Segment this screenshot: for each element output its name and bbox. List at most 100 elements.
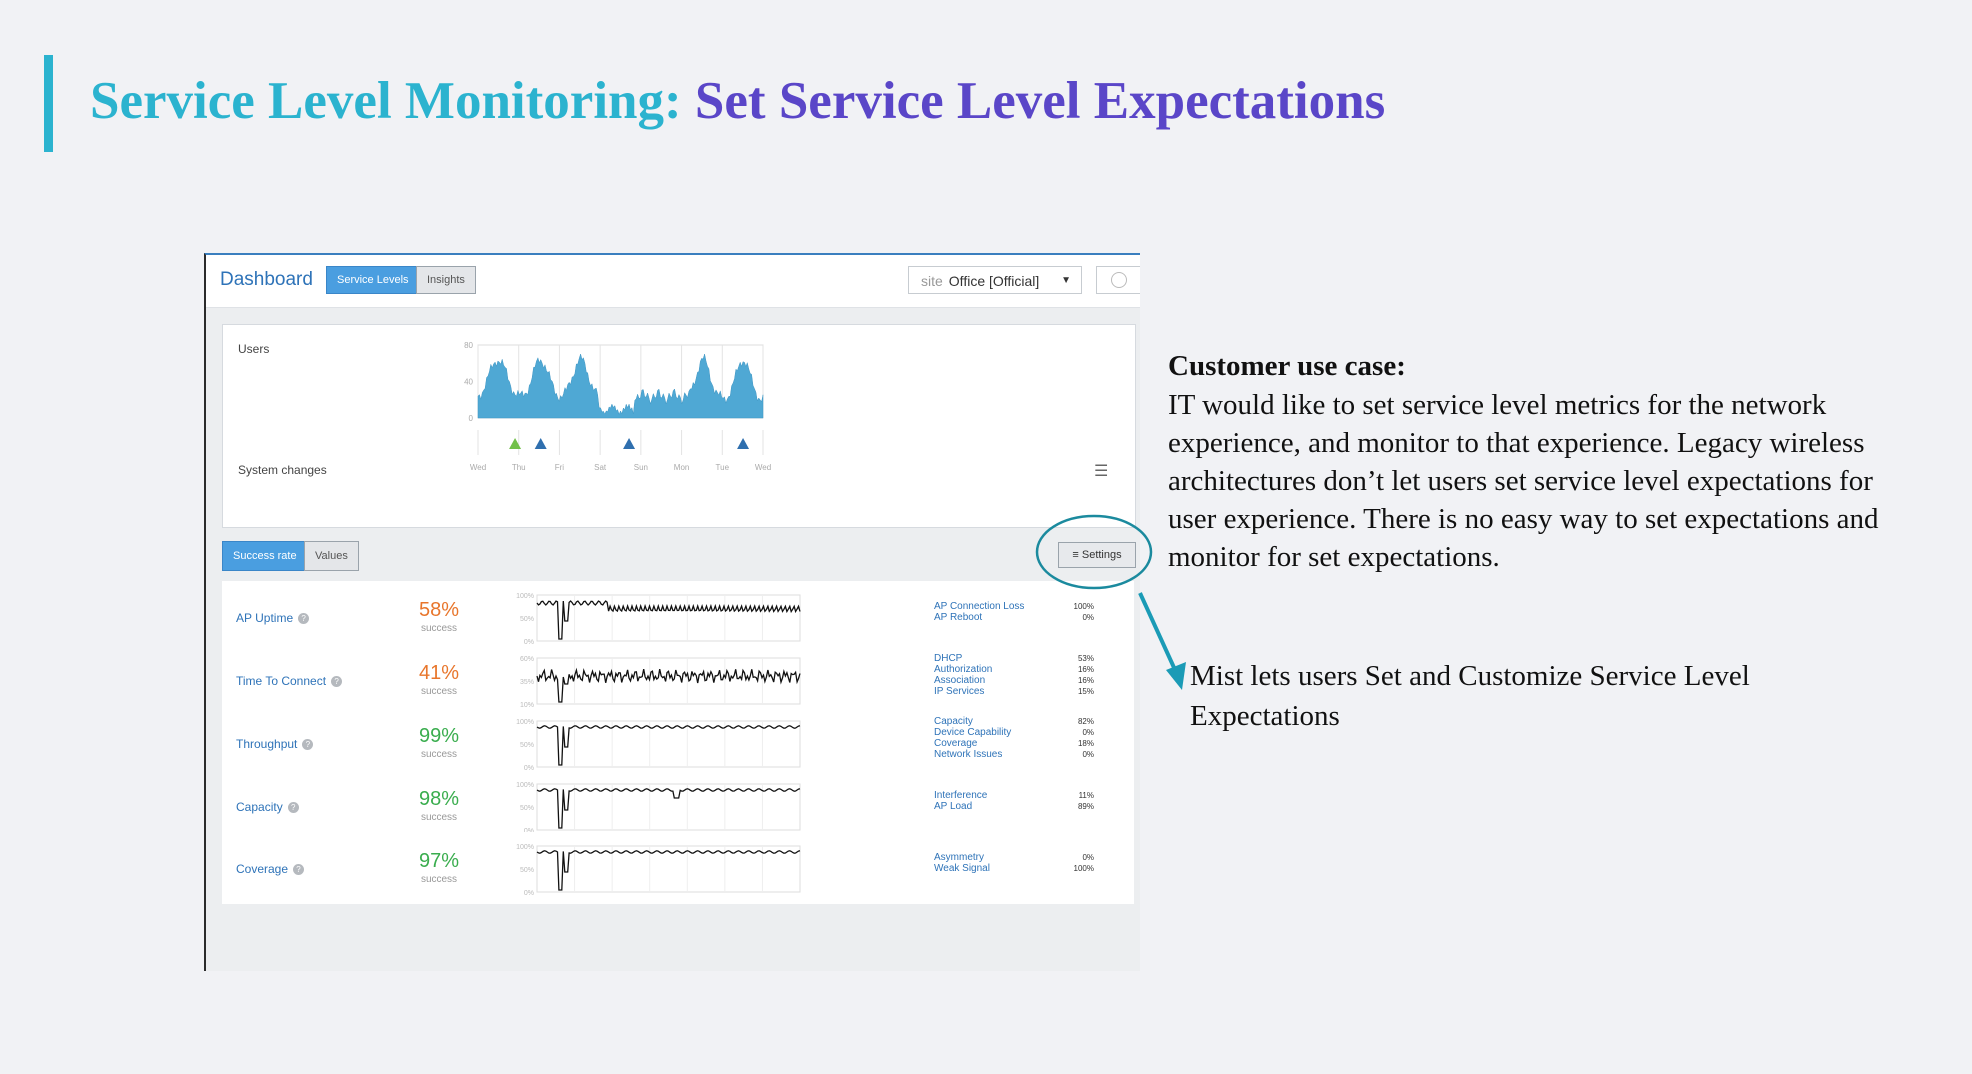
metric-sub: success (420, 874, 458, 885)
classifier-value: 53% (1077, 654, 1094, 663)
classifier-name[interactable]: Interference (934, 790, 988, 801)
system-changes-label: System changes (238, 463, 327, 477)
help-icon[interactable]: ? (298, 613, 310, 624)
tab-insights[interactable]: Insights (416, 266, 476, 294)
sparkline-y-tick: 50% (520, 742, 534, 749)
metric-sparkline: 60% 35% 10% (520, 656, 801, 708)
classifier-value: 15% (1077, 687, 1094, 696)
settings-button[interactable]: ≡ Settings (1058, 542, 1136, 568)
users-chart: Wed Thu Fri Sat Sun Mon Tue Wed 80 40 0 (464, 341, 771, 472)
tab-values[interactable]: Values (304, 541, 359, 571)
classifier-name[interactable]: IP Services (934, 686, 985, 697)
tab-success-rate[interactable]: Success rate (222, 541, 308, 571)
system-change-marker (509, 438, 522, 449)
classifier-value: 0% (1082, 613, 1094, 622)
sparkline-line (536, 788, 801, 829)
metric-sparkline: 100% 50% 0% (516, 719, 801, 771)
sparkline-line (536, 850, 801, 891)
classifier-name[interactable]: Asymmetry (934, 852, 984, 863)
callout-arrow-head (1166, 662, 1186, 690)
sparkline-line (536, 725, 801, 766)
dashboard-screenshot: Dashboard Service Levels Insights site Of… (204, 253, 1140, 971)
classifier-name[interactable]: AP Connection Loss (934, 601, 1025, 612)
classifier-name[interactable]: Capacity (934, 716, 973, 727)
classifier-name[interactable]: DHCP (934, 653, 963, 664)
users-panel: Users System changes Wed Thu Fri Sat Sun Mon T… (222, 324, 1136, 528)
sparkline-y-tick: 0% (524, 639, 534, 645)
settings-label: Settings (1081, 549, 1122, 561)
users-y-tick: 0 (469, 414, 474, 423)
metric-row[interactable]: Coverage? 97% success 100% 50% 0% Asymmetry 0% W… (222, 832, 1134, 904)
users-y-tick: 80 (464, 341, 473, 350)
slide-title-part1: Service Level Monitoring: (90, 72, 682, 130)
sparkline-y-tick: 60% (520, 656, 534, 663)
classifier-value: 0% (1082, 853, 1094, 862)
metric-row[interactable]: AP Uptime? 58% success 100% 50% 0% AP Connecti… (222, 581, 1134, 653)
classifier-value: 18% (1077, 739, 1094, 748)
users-day-tick: Wed (470, 463, 486, 472)
metric-name-label: Capacity (236, 800, 283, 814)
classifier-value: 16% (1077, 676, 1094, 685)
metric-name-label: Coverage (236, 862, 289, 876)
sliders-icon[interactable]: ☰ (1094, 463, 1109, 480)
users-day-tick: Mon (674, 463, 690, 472)
classifier-value: 0% (1082, 750, 1094, 759)
metric-name[interactable]: Time To Connect? (236, 674, 343, 688)
classifier-name[interactable]: AP Load (934, 801, 973, 812)
metric-name[interactable]: AP Uptime? (236, 611, 310, 625)
sparkline-y-tick: 50% (520, 867, 534, 874)
sparkline-y-tick: 0% (524, 828, 534, 834)
metric-percent: 99% (418, 725, 460, 747)
classifier-name[interactable]: Authorization (934, 664, 993, 675)
tab-service-levels[interactable]: Service Levels (326, 266, 420, 294)
sparkline-frame (536, 594, 801, 642)
metric-sparkline: 100% 50% 0% (516, 593, 801, 645)
metric-sub: success (420, 749, 458, 760)
sparkline-y-tick: 0% (524, 890, 534, 896)
system-change-marker (623, 438, 636, 449)
clock-icon (1111, 272, 1127, 288)
metric-percent: 58% (418, 599, 460, 621)
sparkline-frame (536, 657, 801, 705)
users-y-tick: 40 (464, 378, 473, 387)
help-icon[interactable]: ? (293, 864, 305, 875)
mist-note: Mist lets users Set and Customize Servic… (1190, 660, 1750, 732)
metric-row[interactable]: Throughput? 99% success 100% 50% 0% Capacity 82… (222, 707, 1134, 779)
metric-name[interactable]: Capacity? (236, 800, 299, 814)
use-case-heading: Customer use case: (1168, 350, 1406, 382)
classifier-name[interactable]: Device Capability (934, 727, 1012, 738)
metric-name[interactable]: Throughput? (236, 737, 314, 751)
system-change-marker (737, 438, 750, 449)
help-icon[interactable]: ? (302, 739, 314, 750)
callout-arrow-line (1138, 592, 1178, 673)
time-range-button[interactable] (1096, 266, 1140, 294)
classifier-name[interactable]: Coverage (934, 738, 978, 749)
classifier-name[interactable]: AP Reboot (934, 612, 983, 623)
users-day-tick: Wed (755, 463, 771, 472)
metric-sub: success (420, 623, 458, 634)
help-icon[interactable]: ? (287, 802, 299, 813)
users-day-tick: Sat (594, 463, 607, 472)
classifier-name[interactable]: Weak Signal (934, 863, 990, 874)
sparkline-y-tick: 100% (516, 844, 534, 851)
metric-row[interactable]: Capacity? 98% success 100% 50% 0% Interference… (222, 770, 1134, 842)
metric-sub: success (420, 686, 458, 697)
system-change-marker (534, 438, 547, 449)
classifier-value: 0% (1082, 728, 1094, 737)
classifier-value: 11% (1078, 791, 1094, 800)
classifier-name[interactable]: Network Issues (934, 749, 1003, 760)
metric-percent: 41% (418, 662, 460, 684)
metric-sparkline: 100% 50% 0% (516, 844, 801, 896)
customer-use-case: Customer use case: IT would like to set … (1168, 346, 1888, 576)
classifier-name[interactable]: Association (934, 675, 986, 686)
site-selector-label: site (921, 273, 943, 289)
metric-sparkline: 100% 50% 0% (516, 782, 801, 834)
dashboard-header: Dashboard Service Levels Insights site Of… (206, 255, 1140, 308)
site-selector-value: Office [Official] (948, 273, 1040, 289)
metric-row[interactable]: Time To Connect? 41% success 60% 35% 10% DHCP 5… (222, 644, 1134, 716)
help-icon[interactable]: ? (331, 676, 343, 687)
metric-name[interactable]: Coverage? (236, 862, 305, 876)
site-selector[interactable]: site Office [Official] ▼ (908, 266, 1082, 294)
classifier-value: 16% (1077, 665, 1094, 674)
